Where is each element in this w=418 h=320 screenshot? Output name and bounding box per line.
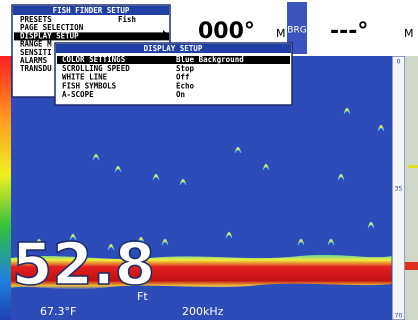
submenu-item-label: A-SCOPE — [62, 90, 94, 99]
depth-scale-label: 70 — [395, 313, 403, 320]
menu-item-label: TRANSDU — [20, 64, 52, 73]
bearing: ---° — [330, 19, 368, 44]
screen: 0 35 70 000° M BRG ---° M FISH FINDER SETU… — [0, 0, 418, 320]
submenu-item-label: FISH SYMBOLS — [62, 81, 117, 90]
menu-item-value: Fish — [118, 15, 136, 24]
depth-scale-label: 0 — [397, 59, 401, 66]
bearing-unit: M — [404, 27, 414, 40]
water-temp: 67.3°F — [40, 305, 76, 318]
depth-readout: 52.8 — [12, 230, 155, 298]
heading: 000° — [198, 19, 255, 44]
display-setup-menu: DISPLAY SETUP COLOR SETTINGS Blue Backgro… — [55, 43, 292, 105]
a-scope-strip — [405, 56, 418, 320]
menu-title: FISH FINDER SETUP — [53, 6, 130, 15]
submenu-item-value: Stop — [176, 64, 195, 73]
submenu-item-label: COLOR SETTINGS — [62, 55, 126, 64]
submenu-item-label: WHITE LINE — [62, 73, 108, 82]
frequency: 200kHz — [182, 305, 224, 318]
submenu-item-label: SCROLLING SPEED — [62, 64, 130, 73]
depth-scale-label: 35 — [395, 186, 403, 193]
depth-unit: Ft — [137, 290, 148, 303]
color-scale — [0, 56, 11, 320]
submenu-item-value: On — [176, 90, 185, 99]
submenu-item-value: Echo — [176, 81, 195, 90]
a-scope-mark — [408, 165, 418, 168]
heading-unit: M — [276, 27, 286, 40]
bearing-label: BRG — [287, 26, 306, 36]
submenu-item-value: Off — [176, 73, 190, 82]
submenu-title: DISPLAY SETUP — [144, 44, 203, 53]
a-scope-mark — [405, 262, 418, 270]
submenu-item-value: Blue Background — [176, 55, 244, 64]
